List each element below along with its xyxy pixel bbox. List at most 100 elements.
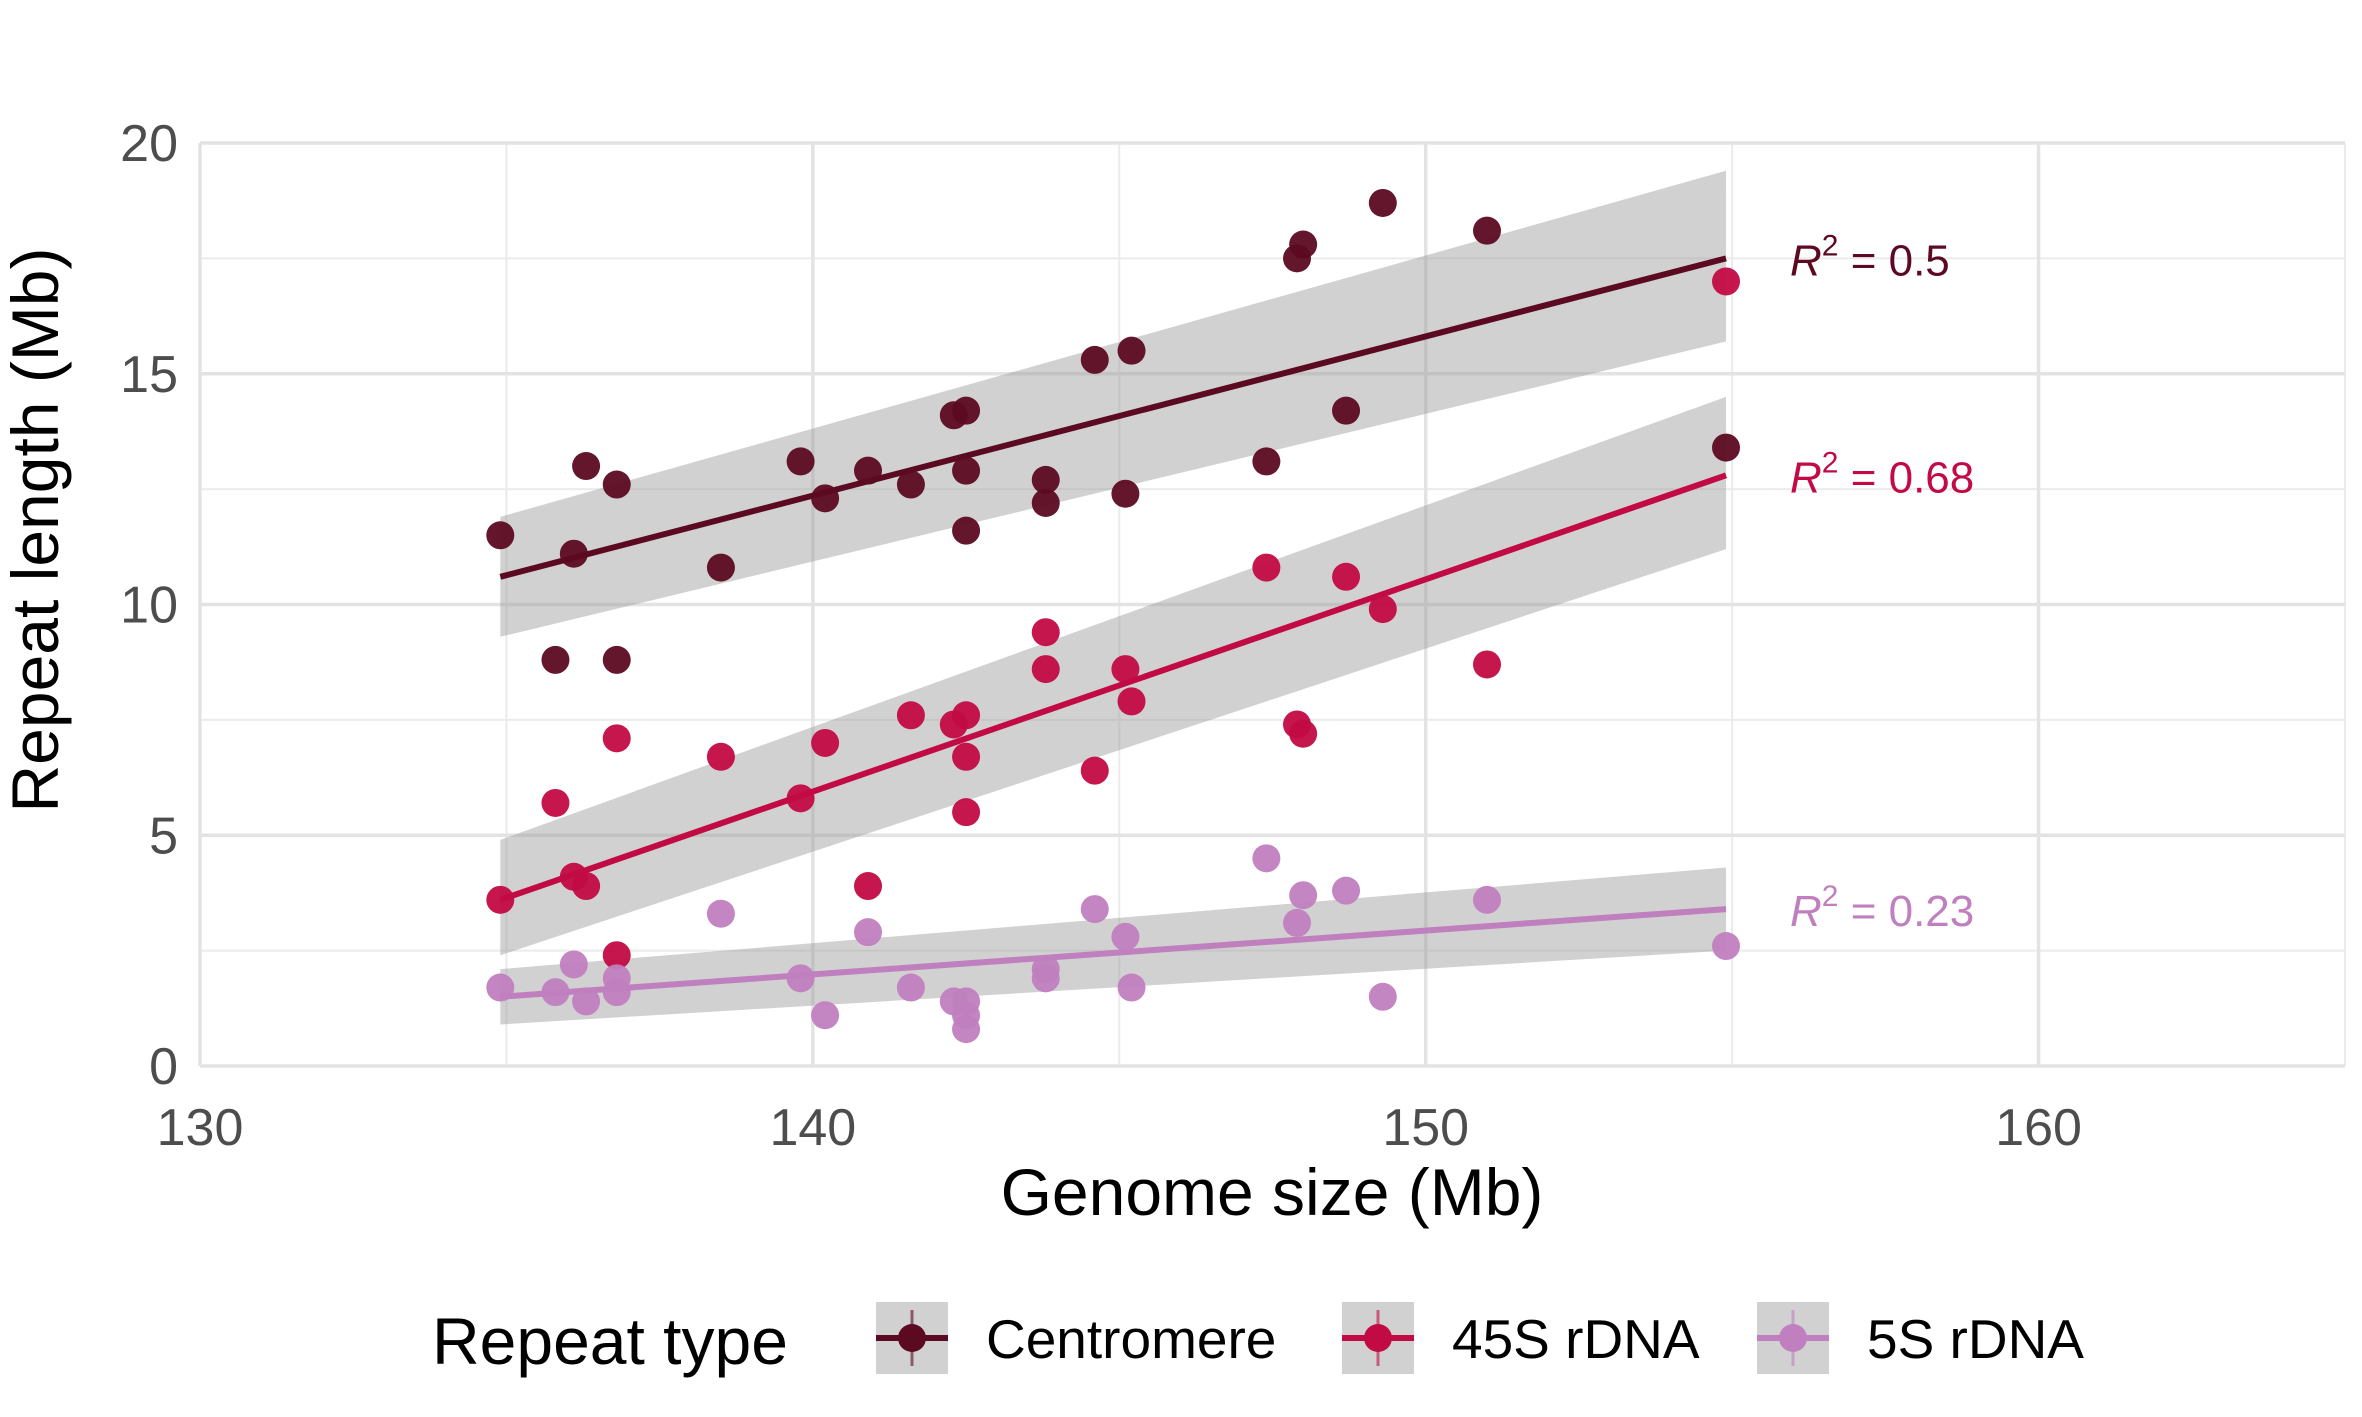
data-point-2 [896,973,925,1002]
data-point-0 [1031,465,1060,494]
data-point-0 [1252,447,1281,476]
data-point-0 [602,470,631,499]
r2-value: = 0.5 [1838,236,1949,285]
trend-lines [499,255,1727,1000]
data-point-1 [602,941,631,970]
data-point-1 [1332,562,1361,591]
data-point-1 [1031,655,1060,684]
data-point-1 [952,701,981,730]
tick-labels: 130 140 150 160 0 5 10 15 20 [120,115,2082,1157]
data-point-2 [786,964,815,993]
data-point-2 [1117,973,1146,1002]
data-point-2 [1283,908,1312,937]
data-point-0 [1031,488,1060,517]
data-point-2 [1289,881,1318,910]
r2-value: = 0.23 [1838,887,1974,936]
data-point-1 [952,798,981,827]
data-point-0 [541,645,570,674]
data-point-2 [1031,964,1060,993]
data-point-1 [811,728,840,757]
data-point-0 [1289,230,1318,259]
data-point-1 [1712,267,1741,296]
data-point-1 [706,742,735,771]
legend-keys: Centromere 45S rDNA 5S rDNA [876,1302,2084,1374]
data-point-2 [1111,922,1140,951]
data-point-1 [1252,553,1281,582]
data-point-1 [952,742,981,771]
data-point-1 [1031,618,1060,647]
data-point-2 [811,1001,840,1030]
confidence-band-1 [500,396,1727,956]
data-point-1 [572,872,601,901]
data-point-0 [952,396,981,425]
data-point-1 [1080,756,1109,785]
data-point-2 [854,918,883,947]
x-tick-label: 130 [157,1099,244,1157]
legend-label-2: 5S rDNA [1867,1308,2084,1370]
data-point-1 [602,724,631,753]
y-tick-label: 5 [149,807,178,865]
confidence-band-0 [500,170,1727,637]
data-point-1 [1368,595,1397,624]
data-point-2 [572,987,601,1016]
x-tick-label: 140 [769,1099,856,1157]
data-point-2 [559,950,588,979]
data-point-2 [1252,844,1281,873]
data-point-0 [786,447,815,476]
legend-key-point-0 [898,1324,926,1352]
data-point-1 [896,701,925,730]
data-point-0 [1117,336,1146,365]
r2-label-2: R2 = 0.23 [1790,880,1974,936]
x-tick-label: 150 [1382,1099,1469,1157]
data-point-2 [1473,885,1501,914]
r2-label-1: R2 = 0.68 [1790,446,1974,502]
data-point-1 [541,788,570,817]
legend-key-point-2 [1779,1324,1807,1352]
data-point-0 [1111,479,1140,508]
r2-symbol: R [1790,887,1822,936]
data-point-2 [1332,876,1361,905]
data-point-0 [706,553,735,582]
y-tick-label: 15 [120,346,178,404]
data-point-2 [1368,982,1397,1011]
legend: Repeat type Centromere 45S rDNA 5S rDNA [432,1302,2084,1378]
r2-value: = 0.68 [1838,453,1974,502]
y-tick-label: 20 [120,115,178,173]
data-point-0 [602,645,631,674]
data-point-0 [896,470,925,499]
data-point-1 [1117,687,1146,716]
data-point-0 [1712,433,1741,462]
trend-line-2 [500,906,1727,1000]
r2-symbol: R [1790,236,1822,285]
data-point-0 [1368,188,1397,217]
r2-label-0: R2 = 0.5 [1790,229,1950,285]
x-tick-label: 160 [1995,1099,2082,1157]
r2-exponent: 2 [1822,229,1839,262]
data-point-2 [1080,895,1109,924]
legend-key-point-1 [1364,1324,1392,1352]
data-point-0 [1332,396,1361,425]
data-point-2 [1712,932,1741,961]
data-point-1 [1111,655,1140,684]
confidence-bands [500,170,1727,1025]
r2-exponent: 2 [1822,880,1839,913]
data-point-0 [1080,345,1109,374]
legend-title: Repeat type [432,1304,788,1378]
r2-symbol: R [1790,453,1822,502]
legend-label-0: Centromere [986,1308,1276,1370]
grid-layer [198,141,2346,1068]
data-point-2 [706,899,735,928]
data-point-1 [1289,719,1318,748]
data-point-0 [486,521,515,550]
r2-exponent: 2 [1822,446,1839,479]
data-point-0 [952,456,981,485]
data-point-2 [952,1015,981,1044]
y-axis-title: Repeat length (Mb) [0,248,72,813]
trend-line-1 [499,472,1727,903]
data-point-0 [952,516,981,545]
data-point-2 [602,978,631,1007]
data-point-1 [854,872,883,901]
data-point-0 [572,452,601,481]
